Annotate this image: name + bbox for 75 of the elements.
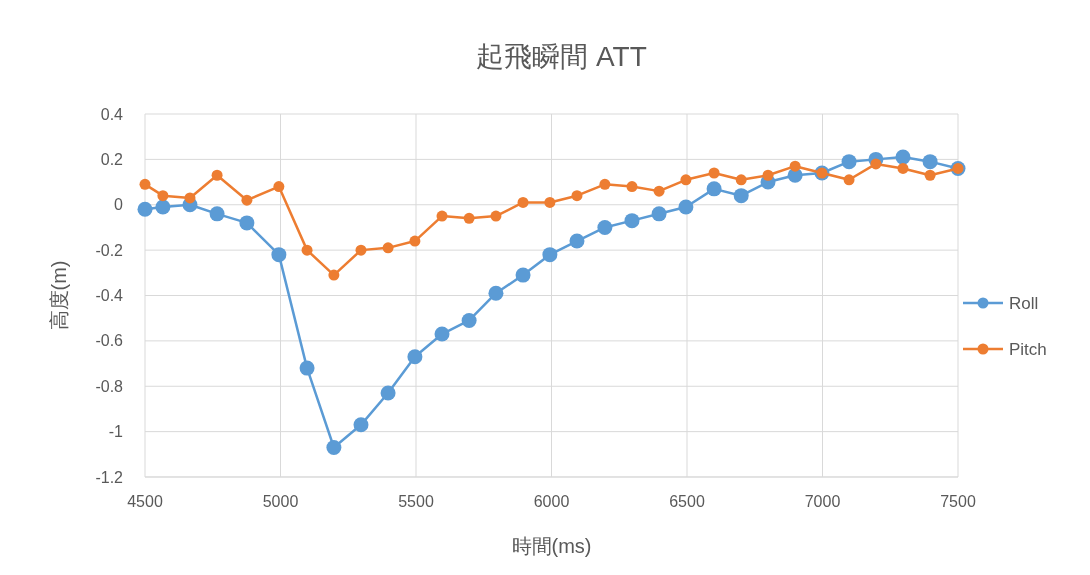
chart-title: 起飛瞬間 ATT <box>476 41 647 72</box>
point <box>653 185 665 197</box>
x-tick-label: 6000 <box>533 493 570 510</box>
x-tick-label: 4500 <box>127 493 163 510</box>
y-tick-label: -1.2 <box>95 468 124 486</box>
x-tick-label: 5500 <box>398 493 434 510</box>
point <box>922 154 938 170</box>
point <box>626 181 638 193</box>
x-axis-title: 時間(ms) <box>511 535 592 557</box>
point <box>841 154 857 170</box>
point <box>488 285 504 301</box>
point <box>571 190 583 202</box>
point <box>155 199 171 215</box>
legend-label: Pitch <box>1009 339 1047 359</box>
point <box>137 201 153 217</box>
x-tick-label: 7000 <box>804 493 841 510</box>
point <box>380 385 396 401</box>
point <box>463 212 475 224</box>
point <box>599 178 611 190</box>
y-tick-label: -0.2 <box>95 241 124 259</box>
point <box>624 213 640 229</box>
point <box>326 440 342 456</box>
point <box>355 244 367 256</box>
point <box>328 269 340 281</box>
point <box>409 235 421 247</box>
y-tick-label: -1 <box>108 423 124 441</box>
point <box>680 174 692 186</box>
point <box>843 174 855 186</box>
point <box>735 174 747 186</box>
point <box>273 181 285 193</box>
y-tick-label: 0 <box>114 196 124 214</box>
point <box>353 417 369 433</box>
point <box>139 178 151 190</box>
point <box>515 267 531 283</box>
x-tick-label: 5000 <box>262 493 299 510</box>
point <box>434 326 450 342</box>
point <box>241 194 253 206</box>
point <box>301 244 313 256</box>
point <box>678 199 694 215</box>
point <box>490 210 502 222</box>
point <box>461 312 477 328</box>
point <box>239 215 255 231</box>
point <box>436 210 448 222</box>
point <box>762 169 774 181</box>
y-axis-title: 高度(m) <box>48 260 70 331</box>
point <box>382 242 394 254</box>
point <box>544 196 556 208</box>
point <box>706 181 722 197</box>
point <box>209 206 225 222</box>
x-tick-label: 6500 <box>669 493 705 510</box>
point <box>651 206 667 222</box>
point <box>897 162 909 174</box>
point <box>299 360 315 376</box>
point <box>708 167 720 179</box>
point <box>895 149 911 165</box>
point <box>157 190 169 202</box>
point <box>542 247 558 263</box>
point <box>517 196 529 208</box>
point <box>924 169 936 181</box>
point <box>569 233 585 249</box>
x-tick-label: 7500 <box>940 493 976 510</box>
y-tick-label: -0.6 <box>95 332 124 350</box>
point <box>789 160 801 172</box>
point <box>870 158 882 170</box>
y-tick-label: -0.4 <box>95 287 124 305</box>
y-tick-label: 0.4 <box>100 105 124 123</box>
legend-label: Roll <box>1009 293 1039 313</box>
y-tick-label: 0.2 <box>100 150 124 168</box>
point <box>211 169 223 181</box>
point <box>271 247 287 263</box>
point <box>184 192 196 204</box>
point <box>733 188 749 204</box>
y-tick-label: -0.8 <box>95 377 124 395</box>
point <box>407 349 423 365</box>
point <box>597 219 613 235</box>
